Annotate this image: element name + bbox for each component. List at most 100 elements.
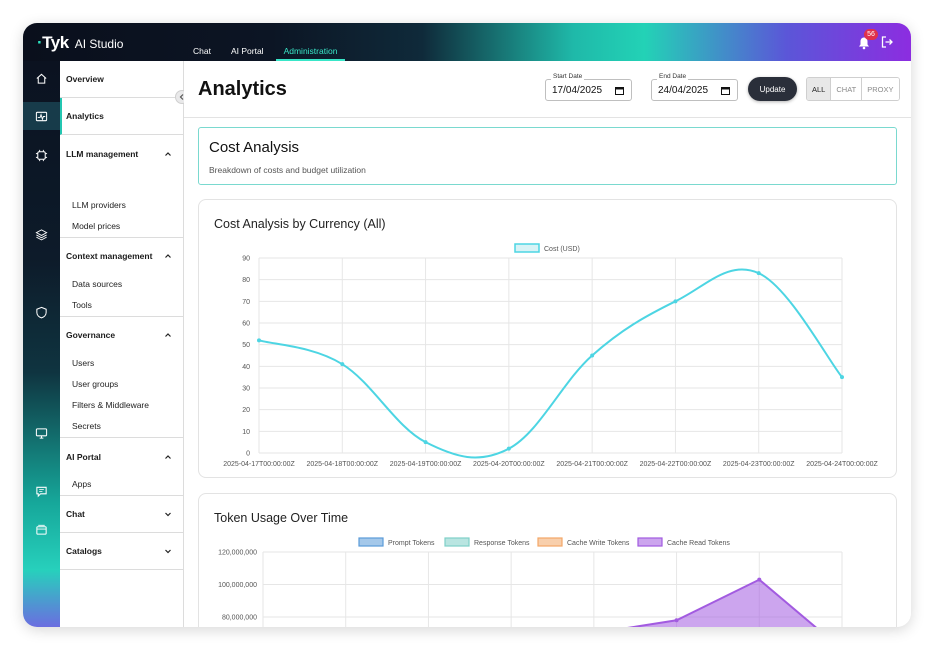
source-filter: ALL CHAT PROXY [806, 77, 900, 101]
sidebar-item-analytics[interactable]: Analytics [60, 98, 184, 135]
calendar-icon[interactable] [721, 86, 730, 95]
rail-ai-portal[interactable] [23, 419, 60, 447]
cost-chart-card: 0 10 20 30 40 50 60 70 80 90 2025-04-17T00:00:00Z 2… [198, 199, 897, 478]
chevron-down-icon [165, 549, 171, 554]
header-divider [184, 117, 911, 118]
cost-chart-title: Cost Analysis by Currency (All) [214, 217, 386, 231]
legend-swatch [537, 537, 563, 547]
main-content: Analytics Start Date 17/04/2025 End Date… [184, 61, 911, 627]
filter-proxy[interactable]: PROXY [862, 78, 899, 100]
cost-series-line [258, 268, 843, 459]
sidebar-item-secrets[interactable]: Secrets [72, 421, 101, 431]
chevron-up-icon [165, 455, 171, 459]
start-date-label: Start Date [551, 73, 585, 80]
rail-home[interactable] [23, 64, 60, 92]
chevron-up-icon [165, 152, 171, 156]
rail-governance[interactable] [23, 298, 60, 326]
rail-context[interactable] [23, 220, 60, 248]
calendar-icon[interactable] [615, 86, 624, 95]
rail-catalogs[interactable] [23, 515, 60, 543]
y-tick-label: 90 [242, 256, 250, 263]
divider [60, 437, 184, 438]
sidebar-item-overview[interactable]: Overview [60, 61, 184, 98]
sidebar-item-users[interactable]: Users [72, 358, 95, 368]
tab-administration[interactable]: Administration [274, 23, 348, 61]
data-point [674, 618, 679, 623]
sidebar-item-user-groups[interactable]: User groups [72, 379, 119, 389]
sidebar-group-llm-management[interactable]: LLM management [60, 143, 184, 165]
filter-all[interactable]: ALL [807, 78, 832, 100]
sidebar-group-chat[interactable]: Chat [60, 503, 184, 525]
sidebar-group-catalogs[interactable]: Catalogs [60, 540, 184, 562]
legend-label: Response Tokens [474, 540, 530, 547]
group-label: Context management [66, 251, 153, 261]
chevron-down-icon [165, 512, 171, 517]
sidebar-group-ai-portal[interactable]: AI Portal [60, 446, 184, 468]
page-title: Analytics [198, 78, 287, 100]
sidebar-group-context-management[interactable]: Context management [60, 245, 184, 267]
legend-label: Cost (USD) [544, 246, 580, 253]
data-point [506, 446, 511, 451]
end-date-value: 24/04/2025 [658, 84, 709, 96]
start-date-input[interactable]: Start Date 17/04/2025 [545, 73, 632, 101]
y-tick-label: 70 [242, 299, 250, 306]
legend-swatch [358, 537, 384, 547]
monitor-icon [35, 427, 48, 439]
sidebar-item-apps[interactable]: Apps [72, 479, 92, 489]
rail-analytics[interactable] [23, 102, 60, 130]
product-name: AI Studio [74, 37, 124, 51]
token-chart-title: Token Usage Over Time [214, 511, 349, 525]
y-tick-label: 30 [242, 386, 250, 393]
legend-label: Cache Write Tokens [567, 540, 630, 547]
update-button[interactable]: Update [748, 77, 797, 101]
group-label: AI Portal [66, 452, 101, 462]
group-label: Catalogs [66, 546, 102, 556]
y-tick-label: 20 [242, 407, 250, 414]
data-point [673, 299, 678, 304]
legend-label: Prompt Tokens [388, 540, 435, 547]
bell-icon[interactable] [857, 36, 871, 50]
x-tick-label: 2025-04-19T00:00:00Z [390, 461, 462, 468]
analytics-icon [35, 111, 48, 121]
data-point [257, 338, 261, 343]
y-tick-label: 60 [242, 321, 250, 328]
chip-icon [35, 149, 48, 161]
y-tick-label: 40 [242, 364, 250, 371]
end-date-input[interactable]: End Date 24/04/2025 [651, 73, 738, 101]
legend-swatch [444, 537, 470, 547]
divider [60, 532, 184, 533]
legend-label: Cache Read Tokens [667, 540, 730, 547]
group-label: Governance [66, 330, 116, 340]
notification-badge: 56 [864, 29, 878, 40]
data-point [590, 353, 595, 358]
chevron-left-icon [179, 94, 184, 100]
x-tick-label: 2025-04-22T00:00:00Z [640, 461, 712, 468]
sidebar-item-llm-providers[interactable]: LLM providers [72, 200, 126, 210]
sidebar-item-filters-middleware[interactable]: Filters & Middleware [72, 400, 149, 410]
catalog-icon [36, 524, 47, 535]
legend-swatch [637, 537, 663, 547]
sidebar-group-governance[interactable]: Governance [60, 324, 184, 346]
group-label: LLM management [66, 149, 139, 159]
rail-chat[interactable] [23, 477, 60, 505]
sidebar-item-data-sources[interactable]: Data sources [72, 279, 123, 289]
rail-llm[interactable] [23, 141, 60, 169]
home-icon [36, 73, 47, 84]
token-chart: Prompt Tokens Response Tokens Cache Write … [218, 537, 843, 627]
group-label: Chat [66, 509, 85, 519]
logo[interactable]: ·Tyk AI Studio [37, 33, 124, 52]
data-point [757, 577, 762, 582]
filter-chat[interactable]: CHAT [831, 78, 863, 100]
y-tick-label: 120,000,000 [218, 550, 257, 557]
cost-chart: 0 10 20 30 40 50 60 70 80 90 2025-04-17T00:00:00Z 2… [223, 243, 879, 468]
y-tick-label: 100,000,000 [218, 582, 257, 589]
cost-analysis-card: Cost Analysis Breakdown of costs and bud… [198, 127, 897, 185]
logout-icon[interactable] [880, 35, 894, 49]
tab-chat[interactable]: Chat [193, 46, 211, 56]
sidebar-item-tools[interactable]: Tools [72, 300, 92, 310]
sidebar-item-model-prices[interactable]: Model prices [72, 221, 121, 231]
divider [60, 569, 184, 570]
x-tick-label: 2025-04-17T00:00:00Z [223, 461, 295, 468]
tab-ai-portal[interactable]: AI Portal [230, 46, 264, 56]
x-tick-label: 2025-04-18T00:00:00Z [306, 461, 378, 468]
